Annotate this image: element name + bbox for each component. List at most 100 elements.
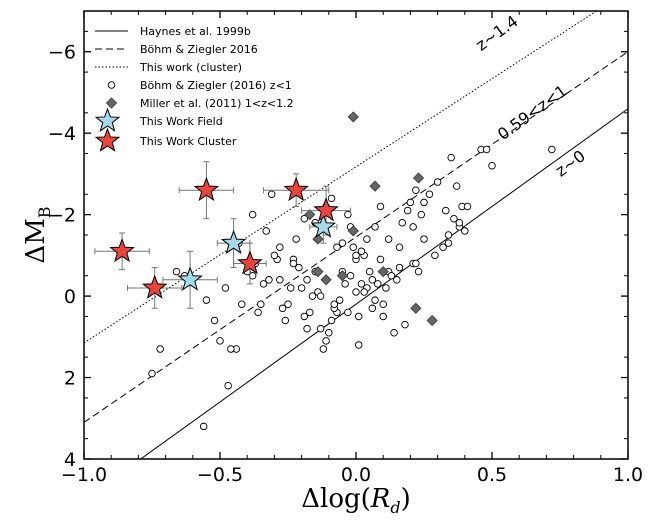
bz16-point bbox=[216, 337, 224, 345]
bz16-point bbox=[262, 227, 270, 235]
plot-area bbox=[84, 11, 628, 459]
bz16-point bbox=[148, 369, 156, 378]
bz16-point bbox=[202, 296, 211, 304]
miller-point bbox=[336, 270, 348, 282]
legend-label: Böhm & Ziegler (2016) z<1 bbox=[140, 79, 292, 92]
bz16-point bbox=[335, 296, 344, 304]
legend-label: Miller et al. (2011) 1<z<1.2 bbox=[140, 97, 294, 110]
legend-diamond-swatch bbox=[105, 97, 118, 109]
bz16-point bbox=[327, 194, 336, 203]
bz16-point bbox=[322, 337, 330, 345]
bz16-point bbox=[297, 284, 306, 292]
bz16-point bbox=[371, 296, 379, 304]
miller-point bbox=[347, 111, 359, 123]
legend-circle-swatch bbox=[107, 81, 116, 89]
bz16-point bbox=[444, 231, 453, 239]
bz16-point bbox=[461, 227, 469, 235]
miller-point bbox=[410, 302, 422, 314]
bz16-point bbox=[371, 223, 379, 231]
bz16-point bbox=[316, 324, 325, 333]
bz16-point bbox=[398, 219, 406, 227]
bz16-point bbox=[344, 210, 352, 219]
bz16-point bbox=[346, 271, 355, 280]
bz16-point bbox=[442, 206, 450, 215]
bz16-point bbox=[406, 198, 415, 207]
legend-label: This work (cluster) bbox=[139, 61, 242, 74]
bz16-point bbox=[248, 210, 257, 219]
bz16-point bbox=[325, 328, 333, 337]
legend-label: This Work Field bbox=[139, 115, 223, 128]
bz16-point bbox=[248, 271, 257, 280]
bz16-point bbox=[431, 251, 439, 260]
bz16-point bbox=[344, 308, 352, 317]
bz16-point bbox=[360, 288, 368, 296]
cluster-star-point bbox=[283, 176, 309, 202]
bz16-point bbox=[452, 182, 461, 190]
legend-label: Böhm & Ziegler 2016 bbox=[140, 43, 258, 56]
miller-point bbox=[412, 172, 425, 184]
bz16-point bbox=[303, 324, 311, 333]
x-tick-label: −0.5 bbox=[197, 464, 243, 486]
bz16-point bbox=[357, 247, 366, 256]
bz16-point bbox=[292, 235, 300, 243]
bz16-point bbox=[270, 251, 279, 260]
y-tick-label: −2 bbox=[48, 205, 76, 227]
bz16-point bbox=[278, 304, 287, 313]
x-axis-label: Δlog(Rd) bbox=[301, 484, 411, 517]
miller-point bbox=[426, 314, 438, 327]
legend-label: This Work Cluster bbox=[139, 135, 237, 148]
bz16-point bbox=[300, 312, 309, 321]
miller-point bbox=[377, 266, 389, 278]
bz16-point bbox=[357, 280, 366, 288]
bz16-point bbox=[276, 243, 284, 251]
cluster-star-point bbox=[193, 176, 220, 202]
bz16-point bbox=[420, 198, 428, 207]
y-tick-label: 2 bbox=[64, 368, 76, 390]
bz16-point bbox=[433, 178, 442, 186]
field-star-point bbox=[177, 266, 203, 291]
y-tick-label: −4 bbox=[48, 123, 76, 145]
bz16-point bbox=[363, 235, 371, 243]
y-tick-label: 0 bbox=[64, 286, 76, 308]
miller-point bbox=[320, 274, 332, 286]
bz16-point bbox=[365, 267, 374, 276]
reference-line bbox=[84, 11, 598, 344]
x-tick-label: 1.0 bbox=[613, 464, 643, 486]
bz16-point bbox=[409, 223, 417, 231]
bz16-point bbox=[295, 263, 303, 272]
bz16-point bbox=[368, 304, 377, 313]
bz16-point bbox=[455, 219, 464, 227]
bz16-point bbox=[316, 292, 325, 300]
legend-label: Haynes et al. 1999b bbox=[140, 25, 251, 38]
miller-point bbox=[369, 180, 381, 192]
legend-star-swatch bbox=[94, 107, 121, 132]
bz16-point bbox=[450, 214, 458, 223]
bz16-point bbox=[300, 214, 309, 223]
bz16-point bbox=[447, 153, 455, 162]
bz16-point bbox=[368, 276, 377, 284]
field-star-point bbox=[310, 213, 337, 238]
bz16-point bbox=[379, 312, 387, 321]
bz16-point bbox=[286, 284, 295, 292]
bz16-point bbox=[439, 243, 447, 251]
bz16-point bbox=[354, 341, 363, 349]
bz16-point bbox=[412, 259, 420, 268]
miller-point bbox=[312, 266, 324, 278]
bz16-point bbox=[281, 316, 290, 325]
y-tick-label: −6 bbox=[48, 42, 76, 64]
miller-point bbox=[347, 225, 359, 237]
bz16-point bbox=[387, 271, 396, 280]
legend-star-swatch bbox=[94, 127, 121, 152]
bz16-point bbox=[306, 308, 314, 317]
bz16-point bbox=[414, 267, 423, 276]
bz16-point bbox=[267, 190, 276, 199]
cluster-star-point bbox=[109, 237, 135, 263]
bz16-point bbox=[289, 259, 298, 268]
x-tick-label: 0.5 bbox=[477, 464, 507, 486]
bz16-point bbox=[548, 145, 556, 154]
bz16-point bbox=[403, 206, 412, 215]
bz16-point bbox=[210, 316, 219, 325]
bz16-point bbox=[172, 267, 181, 276]
bz16-point bbox=[227, 345, 235, 353]
